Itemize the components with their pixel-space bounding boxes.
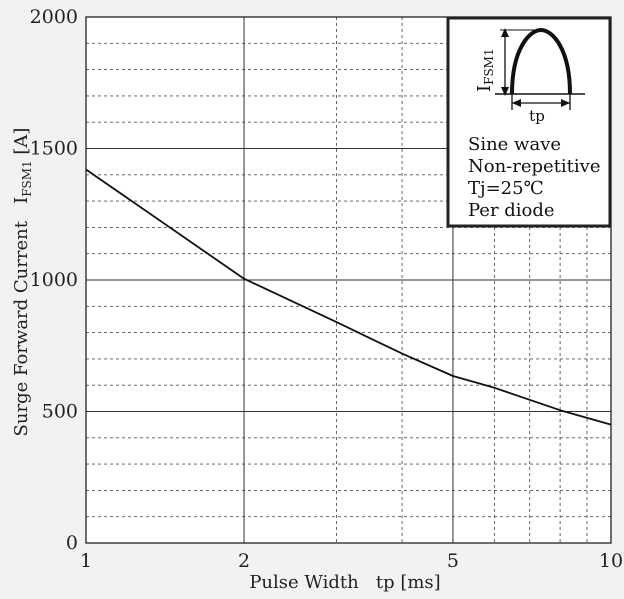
x-tick-label: 10 [599, 550, 623, 572]
inset-line-3: Tj=25℃ [468, 178, 544, 199]
y-axis-label-main: Surge Forward Current I [11, 197, 32, 437]
y-tick-label: 1000 [30, 269, 78, 291]
x-axis-label: Pulse Width tp [ms] [249, 572, 440, 593]
inset-frame [446, 16, 612, 228]
minor-grid [86, 17, 611, 543]
y-tick-label: 2000 [30, 6, 78, 28]
amplitude-arrow-head-bottom [501, 87, 509, 96]
x-tick-labels: 1 2 5 10 [80, 550, 623, 572]
plot-frame [85, 16, 612, 544]
inset-symbol-sub: FSM1 [482, 48, 496, 84]
amplitude-arrow-head-top [501, 28, 509, 37]
tp-arrow-head-right [561, 99, 570, 107]
sine-pulse-icon [510, 27, 572, 95]
y-axis-label: Surge Forward Current IFSM1 [A] [11, 128, 34, 437]
inset-line-2: Non-repetitive [468, 156, 601, 177]
y-tick-label: 500 [42, 401, 78, 423]
y-tick-labels: 0 500 1000 1500 2000 [30, 6, 78, 554]
inset-line-4: Per diode [468, 200, 555, 221]
inset-line-1: Sine wave [468, 134, 561, 155]
inset-symbol-main: I [474, 85, 495, 92]
x-tick-label: 5 [447, 550, 459, 572]
y-tick-label: 0 [66, 532, 78, 554]
y-axis-label-unit: [A] [11, 128, 32, 161]
inset-pulse-label: tp [529, 107, 545, 125]
series-line [85, 168, 612, 426]
tp-arrow-head-left [512, 99, 521, 107]
x-tick-label: 2 [238, 550, 250, 572]
series-layer [85, 168, 612, 426]
y-tick-label: 1500 [30, 138, 78, 160]
inset-symbol: IFSM1 [474, 48, 496, 92]
x-tick-label: 1 [80, 550, 92, 572]
inset-panel: IFSM1 tp Sine wave Non-repetitive Tj=25℃… [446, 16, 612, 228]
y-axis-label-sub: FSM1 [20, 160, 34, 196]
